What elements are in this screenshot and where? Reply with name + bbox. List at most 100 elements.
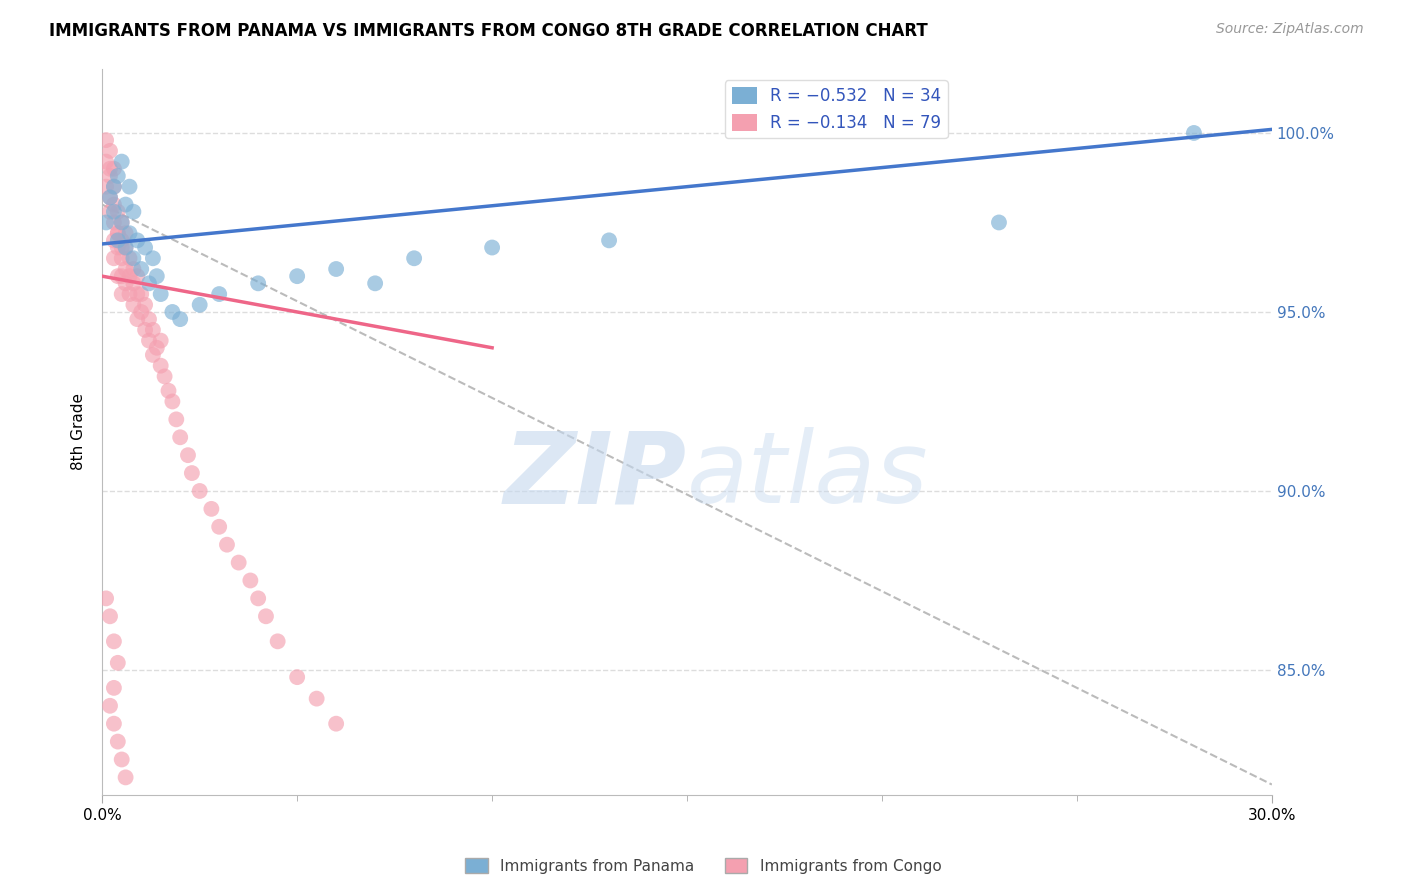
Point	[285, 670, 308, 684]
Point	[111, 252, 134, 266]
Point	[177, 448, 200, 462]
Point	[129, 305, 152, 319]
Y-axis label: 8th Grade: 8th Grade	[72, 393, 86, 470]
Legend: R = −0.532   N = 34, R = −0.134   N = 79: R = −0.532 N = 34, R = −0.134 N = 79	[725, 80, 948, 138]
Point	[127, 233, 149, 247]
Point	[98, 169, 121, 183]
Point	[103, 716, 125, 731]
Point	[98, 190, 121, 204]
Point	[98, 609, 121, 624]
Point	[146, 341, 169, 355]
Point	[247, 591, 270, 606]
Point	[188, 483, 211, 498]
Point	[266, 634, 288, 648]
Point	[98, 144, 121, 158]
Point	[1182, 126, 1205, 140]
Point	[103, 179, 125, 194]
Point	[114, 226, 136, 240]
Point	[127, 312, 149, 326]
Point	[129, 287, 152, 301]
Point	[118, 252, 141, 266]
Point	[103, 215, 125, 229]
Point	[208, 520, 231, 534]
Point	[107, 204, 129, 219]
Point	[134, 298, 156, 312]
Point	[215, 538, 238, 552]
Point	[114, 197, 136, 211]
Point	[111, 233, 134, 247]
Point	[305, 691, 328, 706]
Point	[157, 384, 180, 398]
Point	[325, 262, 347, 277]
Point	[142, 323, 165, 337]
Text: ZIP: ZIP	[505, 427, 688, 524]
Point	[107, 169, 129, 183]
Point	[111, 752, 134, 766]
Point	[111, 154, 134, 169]
Text: IMMIGRANTS FROM PANAMA VS IMMIGRANTS FROM CONGO 8TH GRADE CORRELATION CHART: IMMIGRANTS FROM PANAMA VS IMMIGRANTS FRO…	[49, 22, 928, 40]
Point	[127, 269, 149, 284]
Point	[107, 226, 129, 240]
Point	[103, 197, 125, 211]
Point	[107, 734, 129, 748]
Point	[208, 287, 231, 301]
Point	[200, 501, 222, 516]
Point	[111, 240, 134, 254]
Point	[114, 240, 136, 254]
Point	[165, 412, 187, 426]
Point	[127, 287, 149, 301]
Point	[138, 334, 160, 348]
Point	[103, 204, 125, 219]
Point	[111, 215, 134, 229]
Point	[404, 252, 426, 266]
Point	[169, 430, 191, 444]
Point	[122, 252, 145, 266]
Point	[122, 277, 145, 291]
Point	[162, 305, 184, 319]
Point	[114, 240, 136, 254]
Point	[118, 269, 141, 284]
Point	[149, 287, 172, 301]
Point	[94, 154, 117, 169]
Point	[118, 179, 141, 194]
Point	[162, 394, 184, 409]
Point	[107, 226, 129, 240]
Point	[114, 277, 136, 291]
Point	[146, 269, 169, 284]
Point	[107, 233, 129, 247]
Point	[138, 312, 160, 326]
Point	[180, 466, 202, 480]
Text: atlas: atlas	[688, 427, 929, 524]
Point	[188, 298, 211, 312]
Point	[254, 609, 277, 624]
Point	[228, 556, 250, 570]
Point	[98, 161, 121, 176]
Point	[169, 312, 191, 326]
Point	[122, 298, 145, 312]
Point	[138, 277, 160, 291]
Point	[94, 133, 117, 147]
Point	[94, 179, 117, 194]
Point	[103, 161, 125, 176]
Point	[107, 269, 129, 284]
Point	[481, 240, 503, 254]
Point	[103, 233, 125, 247]
Point	[107, 656, 129, 670]
Point	[142, 252, 165, 266]
Point	[114, 262, 136, 277]
Point	[103, 179, 125, 194]
Point	[107, 240, 129, 254]
Point	[94, 215, 117, 229]
Point	[114, 771, 136, 785]
Point	[103, 634, 125, 648]
Legend: Immigrants from Panama, Immigrants from Congo: Immigrants from Panama, Immigrants from …	[458, 852, 948, 880]
Point	[98, 204, 121, 219]
Point	[239, 574, 262, 588]
Point	[94, 591, 117, 606]
Point	[149, 359, 172, 373]
Point	[142, 348, 165, 362]
Point	[111, 287, 134, 301]
Point	[129, 262, 152, 277]
Point	[153, 369, 176, 384]
Point	[111, 269, 134, 284]
